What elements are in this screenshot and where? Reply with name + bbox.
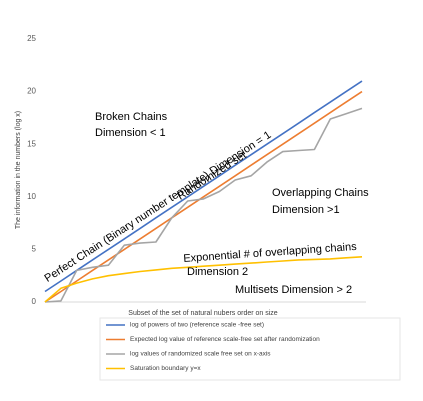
legend-label: log of powers of two (reference scale -f… bbox=[130, 322, 264, 329]
y-axis-title: The information in the numbers (log x) bbox=[15, 111, 22, 229]
legend-label: Expected log value of reference scale-fr… bbox=[130, 336, 320, 343]
annotation: Overlapping Chains bbox=[272, 187, 369, 199]
legend-label: log values of randomized scale free set … bbox=[130, 351, 271, 358]
series-line bbox=[44, 107, 363, 303]
y-tick-label: 20 bbox=[27, 87, 36, 96]
annotation: Dimension >1 bbox=[272, 204, 340, 216]
y-tick-label: 25 bbox=[27, 34, 36, 43]
annotation: Multisets Dimension > 2 bbox=[235, 284, 352, 296]
legend-label: Saturation boundary y=x bbox=[130, 365, 201, 372]
y-tick-label: 10 bbox=[27, 192, 36, 201]
legend-box bbox=[99, 317, 401, 381]
series-line bbox=[44, 80, 363, 293]
annotation: Broken Chains bbox=[95, 111, 168, 123]
y-tick-label: 5 bbox=[32, 245, 37, 254]
x-axis-title: Subset of the set of natural nubers orde… bbox=[128, 310, 278, 317]
y-tick-label: 0 bbox=[32, 297, 37, 306]
series-line bbox=[44, 256, 363, 303]
y-tick-label: 15 bbox=[27, 139, 36, 148]
annotation: Dimension 2 bbox=[187, 266, 248, 278]
annotation: Dimension < 1 bbox=[95, 127, 166, 139]
